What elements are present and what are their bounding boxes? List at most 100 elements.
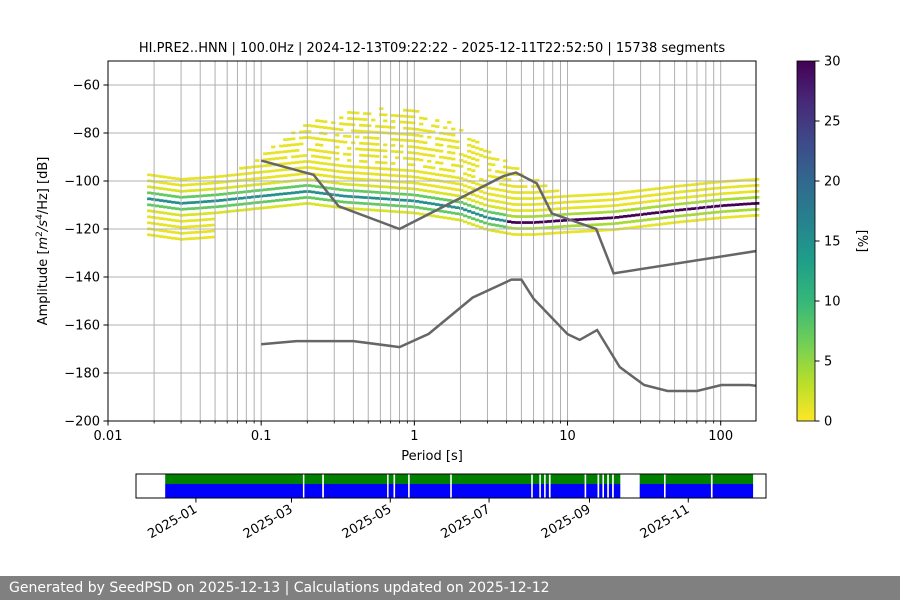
heatmap-cell: [211, 229, 216, 233]
heatmap-cell: [327, 126, 332, 130]
heatmap-cell: [411, 175, 416, 179]
heatmap-cell: [567, 206, 572, 210]
heatmap-cell: [207, 182, 212, 185]
heatmap-cell: [211, 235, 216, 239]
heatmap-cell: [663, 204, 668, 207]
y-axis-label-mid: /s: [36, 220, 51, 232]
colorbar-tick-label: 10: [824, 295, 841, 310]
y-tick-label: −180: [64, 367, 100, 382]
heatmap-cell: [591, 211, 596, 215]
heatmap-cell: [403, 120, 408, 124]
heatmap-cell: [579, 206, 584, 209]
heatmap-cell: [639, 201, 644, 204]
heatmap-cell: [643, 194, 648, 198]
heatmap-cell: [411, 127, 416, 131]
heatmap-cell: [279, 204, 284, 208]
heatmap-cell: [455, 218, 460, 221]
heatmap-cell: [211, 205, 216, 209]
heatmap-cell: [671, 209, 676, 213]
heatmap-cell: [423, 129, 428, 132]
heatmap-cell: [247, 178, 252, 181]
heatmap-cell: [267, 158, 272, 161]
heatmap-cell: [627, 190, 632, 194]
heatmap-cell: [411, 133, 416, 137]
heatmap-cell: [187, 231, 192, 235]
heatmap-cell: [271, 193, 276, 197]
heatmap-cell: [359, 147, 364, 151]
heatmap-cell: [375, 155, 380, 158]
heatmap-cell: [547, 226, 552, 229]
heatmap-cell: [195, 218, 200, 222]
heatmap-cell: [599, 205, 604, 208]
heatmap-cell: [475, 224, 480, 228]
heatmap-cell: [643, 212, 648, 216]
heatmap-cell: [451, 175, 456, 179]
heatmap-cell: [543, 184, 548, 188]
heatmap-cell: [203, 176, 208, 179]
heatmap-cell: [683, 184, 688, 187]
heatmap-cell: [475, 182, 480, 186]
heatmap-cell: [403, 180, 408, 184]
heatmap-cell: [575, 230, 580, 233]
heatmap-cell: [599, 217, 604, 220]
heatmap-cell: [283, 138, 288, 141]
heatmap-cell: [755, 202, 760, 205]
heatmap-cell: [319, 125, 324, 129]
heatmap-cell: [443, 186, 448, 190]
heatmap-cell: [335, 187, 340, 191]
heatmap-cell: [495, 206, 500, 209]
heatmap-cell: [643, 188, 648, 192]
heatmap-cell: [479, 178, 484, 181]
heatmap-cell: [407, 139, 412, 142]
heatmap-cell: [411, 115, 416, 119]
y-axis-label-sup1: 2: [35, 231, 45, 237]
heatmap-cell: [591, 229, 596, 233]
heatmap-cell: [147, 197, 152, 201]
heatmap-cell: [299, 136, 304, 140]
heatmap-cell: [167, 206, 172, 209]
heatmap-cell: [167, 224, 172, 227]
heatmap-cell: [343, 194, 348, 198]
heatmap-cell: [487, 216, 492, 220]
heatmap-cell: [199, 236, 204, 240]
heatmap-cell: [371, 136, 376, 140]
heatmap-cell: [667, 209, 672, 213]
y-tick-label: −120: [64, 223, 100, 238]
heatmap-cell: [543, 226, 548, 230]
heatmap-cell: [339, 140, 344, 144]
heatmap-cell: [367, 130, 372, 134]
heatmap-cell: [743, 184, 748, 188]
heatmap-cell: [451, 145, 456, 149]
heatmap-cell: [267, 194, 272, 197]
heatmap-cell: [415, 146, 420, 149]
heatmap-cell: [511, 215, 516, 218]
heatmap-cell: [175, 195, 180, 199]
heatmap-cell: [599, 223, 604, 226]
heatmap-cell: [455, 146, 460, 149]
heatmap-cell: [443, 132, 448, 136]
heatmap-cell: [471, 139, 476, 142]
heatmap-cell: [431, 154, 436, 158]
heatmap-cell: [439, 161, 444, 165]
heatmap-cell: [467, 221, 472, 225]
heatmap-cell: [355, 195, 360, 199]
heatmap-cell: [631, 214, 636, 217]
heatmap-cell: [447, 205, 452, 208]
heatmap-cell: [631, 226, 636, 229]
heatmap-cell: [159, 199, 164, 202]
heatmap-cell: [175, 231, 180, 235]
heatmap-cell: [203, 182, 208, 185]
heatmap-cell: [455, 212, 460, 215]
heatmap-cell: [383, 167, 388, 171]
heatmap-cell: [439, 137, 444, 141]
heatmap-cell: [495, 200, 500, 203]
heatmap-cell: [247, 190, 252, 193]
heatmap-cell: [231, 209, 236, 213]
heatmap-cell: [475, 194, 480, 198]
heatmap-cell: [219, 181, 224, 184]
heatmap-cell: [303, 154, 308, 157]
heatmap-cell: [671, 191, 676, 195]
heatmap-cell: [215, 205, 220, 209]
heatmap-cell: [399, 114, 404, 118]
heatmap-cell: [495, 224, 500, 227]
